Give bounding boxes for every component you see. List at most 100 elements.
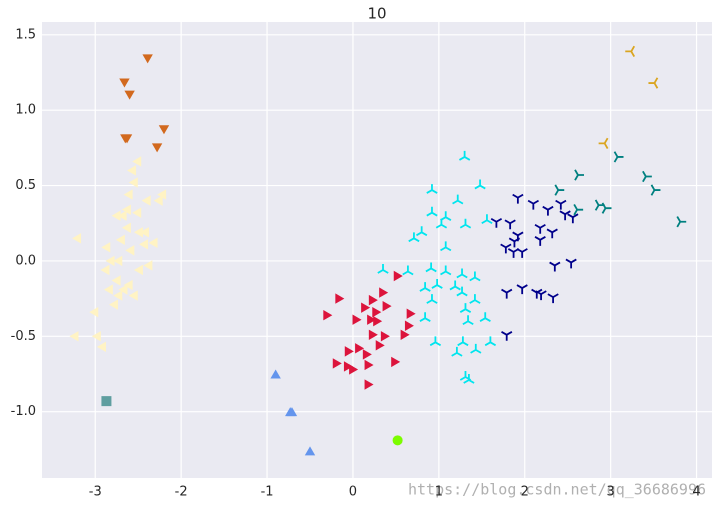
point xyxy=(111,275,121,286)
point xyxy=(559,210,571,221)
point xyxy=(344,346,354,357)
point xyxy=(474,179,486,190)
point xyxy=(573,204,584,216)
point xyxy=(527,199,539,210)
point xyxy=(456,286,468,297)
point xyxy=(375,340,385,351)
x-tick-label: 1 xyxy=(435,485,443,500)
point xyxy=(367,314,377,325)
point xyxy=(404,320,414,331)
point xyxy=(419,282,431,292)
point xyxy=(459,218,472,229)
point xyxy=(676,216,687,228)
point xyxy=(416,226,428,237)
point xyxy=(113,290,123,301)
point xyxy=(148,237,158,249)
point xyxy=(368,294,378,306)
point xyxy=(451,346,463,357)
point xyxy=(127,165,137,176)
x-tick-label: -2 xyxy=(175,485,188,500)
point xyxy=(132,207,142,218)
point xyxy=(426,294,438,304)
point xyxy=(426,184,438,194)
point xyxy=(534,223,546,234)
point xyxy=(72,233,82,244)
point xyxy=(402,265,414,276)
point xyxy=(382,300,392,312)
point xyxy=(109,299,119,310)
chart-title: 10 xyxy=(367,5,386,23)
point xyxy=(89,306,99,318)
point xyxy=(105,255,115,267)
point xyxy=(534,236,546,246)
point xyxy=(379,287,389,298)
point xyxy=(124,90,135,100)
point xyxy=(554,184,565,196)
point xyxy=(462,315,474,326)
x-tick-label: -1 xyxy=(261,485,274,500)
point xyxy=(549,261,561,272)
point xyxy=(648,77,659,89)
point xyxy=(362,349,372,360)
point xyxy=(601,202,612,214)
point xyxy=(431,279,443,289)
point xyxy=(142,54,153,64)
point xyxy=(542,205,554,216)
point xyxy=(332,358,342,369)
point xyxy=(380,331,390,342)
x-tick-label: 4 xyxy=(692,485,700,500)
point xyxy=(469,294,481,304)
point xyxy=(101,242,111,253)
point xyxy=(479,312,491,322)
x-tick-label: 2 xyxy=(521,485,529,500)
point xyxy=(270,369,281,379)
point xyxy=(286,407,298,417)
point xyxy=(642,170,652,183)
point xyxy=(123,189,133,200)
point xyxy=(103,284,113,295)
point xyxy=(123,279,133,291)
point xyxy=(121,134,133,144)
y-tick-label: 0.5 xyxy=(15,178,36,193)
point xyxy=(157,189,167,200)
point xyxy=(408,232,420,243)
point xyxy=(459,303,472,313)
point xyxy=(115,234,125,246)
point xyxy=(449,280,461,291)
point xyxy=(111,210,121,221)
point xyxy=(119,78,130,88)
point xyxy=(625,45,636,58)
x-tick-label: 0 xyxy=(349,485,357,500)
point xyxy=(393,270,403,282)
point xyxy=(128,177,138,188)
point xyxy=(151,143,163,153)
point xyxy=(364,379,374,390)
point xyxy=(372,306,382,318)
point xyxy=(125,245,135,256)
point xyxy=(69,331,79,342)
point xyxy=(452,194,464,205)
point xyxy=(555,199,567,210)
point xyxy=(373,316,383,327)
point xyxy=(429,336,442,347)
point xyxy=(419,312,431,322)
point xyxy=(133,264,143,276)
y-tick-label: 1.5 xyxy=(15,27,36,42)
x-tick-label: 3 xyxy=(607,485,615,500)
plot-area xyxy=(42,22,712,478)
point xyxy=(574,169,584,181)
point xyxy=(567,213,579,224)
point xyxy=(504,219,516,230)
point xyxy=(508,237,521,248)
point xyxy=(304,446,316,456)
point xyxy=(121,222,131,233)
point xyxy=(547,293,559,304)
point xyxy=(512,193,524,204)
point xyxy=(469,271,481,282)
point xyxy=(481,214,493,225)
point xyxy=(484,336,497,347)
point xyxy=(435,218,448,229)
point xyxy=(463,374,475,384)
point xyxy=(133,227,143,238)
